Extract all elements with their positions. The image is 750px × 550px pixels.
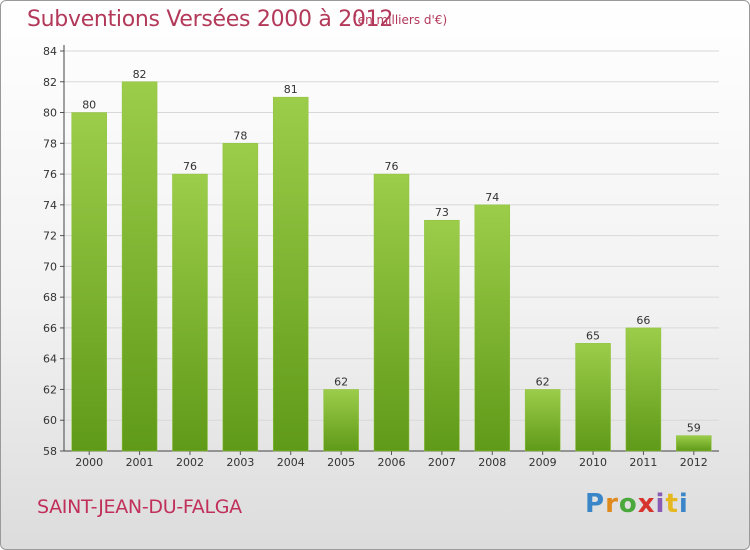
bars bbox=[71, 81, 712, 452]
y-tick-label: 84 bbox=[43, 45, 57, 58]
y-tick-label: 70 bbox=[43, 260, 57, 273]
y-tick-label: 72 bbox=[43, 230, 57, 243]
logo-letter: i bbox=[655, 489, 666, 519]
data-label: 73 bbox=[435, 206, 449, 219]
proxiti-logo: Proxiti bbox=[585, 489, 689, 519]
x-tick-label: 2001 bbox=[126, 456, 154, 469]
bar-2012 bbox=[676, 435, 712, 452]
data-label: 62 bbox=[536, 375, 550, 388]
x-tick-label: 2002 bbox=[176, 456, 204, 469]
x-tick-label: 2006 bbox=[378, 456, 406, 469]
bar-2003 bbox=[222, 143, 259, 452]
y-tick-label: 76 bbox=[43, 168, 57, 181]
y-tick-label: 60 bbox=[43, 414, 57, 427]
bar-2000 bbox=[71, 112, 107, 452]
bar-2011 bbox=[625, 327, 662, 452]
bar-2002 bbox=[172, 173, 208, 452]
logo-letter: t bbox=[665, 489, 679, 519]
data-label: 65 bbox=[586, 329, 600, 342]
logo-letter: o bbox=[618, 489, 638, 519]
y-tick-label: 74 bbox=[43, 199, 57, 212]
y-tick-label: 78 bbox=[43, 137, 57, 150]
logo-letter: r bbox=[605, 489, 619, 519]
x-tick-label: 2004 bbox=[277, 456, 305, 469]
y-tick-label: 64 bbox=[43, 353, 57, 366]
x-tick-label: 2008 bbox=[478, 456, 506, 469]
chart-title: Subventions Versées 2000 à 2012 bbox=[27, 7, 394, 32]
bar-2008 bbox=[474, 204, 511, 452]
data-label: 78 bbox=[233, 129, 247, 142]
labels: 80 2000 82 2001 76 2002 78 2003 81 2004 62 2005 76 20… bbox=[75, 68, 708, 469]
logo-letter: i bbox=[678, 489, 689, 519]
data-label: 81 bbox=[284, 83, 298, 96]
y-tick-label: 58 bbox=[43, 445, 57, 458]
commune-name: SAINT-JEAN-DU-FALGA bbox=[37, 496, 242, 518]
y-tick-label: 66 bbox=[43, 322, 57, 335]
chart-subtitle: (en milliers d'€) bbox=[353, 13, 448, 27]
data-label: 82 bbox=[133, 68, 147, 81]
data-label: 66 bbox=[636, 314, 650, 327]
bar-2009 bbox=[524, 389, 561, 452]
bar-2005 bbox=[323, 389, 359, 452]
data-label: 76 bbox=[183, 160, 197, 173]
data-label: 80 bbox=[82, 99, 96, 112]
bar-2007 bbox=[424, 219, 460, 452]
y-tick-label: 62 bbox=[43, 383, 57, 396]
x-tick-label: 2009 bbox=[529, 456, 557, 469]
data-label: 76 bbox=[385, 160, 399, 173]
x-tick-label: 2005 bbox=[327, 456, 355, 469]
logo-letter: P bbox=[585, 489, 606, 519]
bar-2004 bbox=[272, 96, 309, 452]
x-tick-label: 2000 bbox=[75, 456, 103, 469]
x-tick-label: 2012 bbox=[680, 456, 708, 469]
y-tick-label: 82 bbox=[43, 76, 57, 89]
bar-2010 bbox=[575, 343, 611, 452]
data-label: 62 bbox=[334, 375, 348, 388]
data-label: 74 bbox=[485, 191, 499, 204]
y-tick-label: 80 bbox=[43, 107, 57, 120]
x-tick-label: 2003 bbox=[226, 456, 254, 469]
bar-2001 bbox=[121, 81, 158, 452]
data-label: 59 bbox=[687, 422, 701, 435]
logo-letter: x bbox=[637, 489, 656, 519]
x-tick-label: 2011 bbox=[629, 456, 657, 469]
bar-2006 bbox=[373, 173, 410, 452]
x-tick-label: 2010 bbox=[579, 456, 607, 469]
x-tick-label: 2007 bbox=[428, 456, 456, 469]
y-tick-label: 68 bbox=[43, 291, 57, 304]
